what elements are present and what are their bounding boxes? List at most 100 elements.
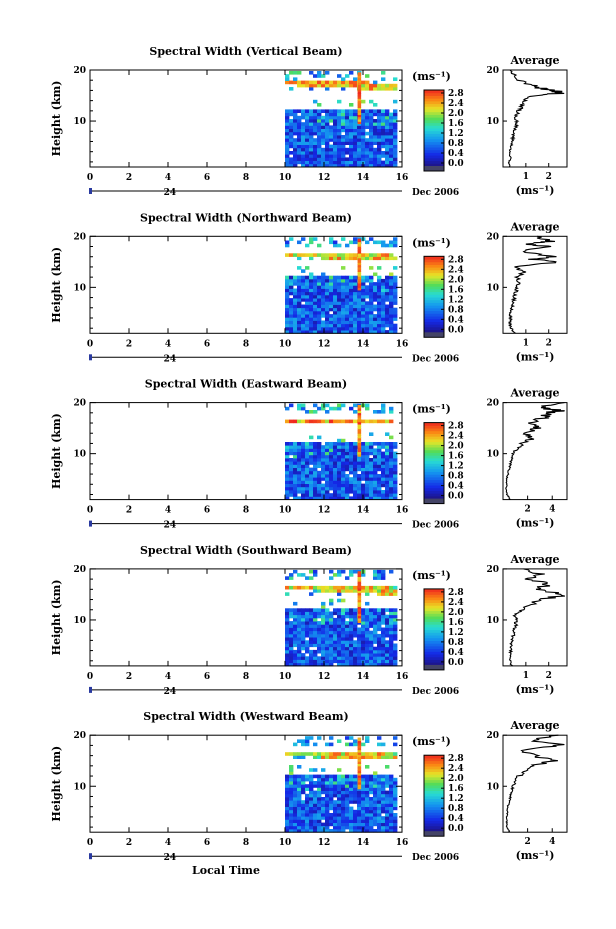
heatmap-cell xyxy=(297,477,302,481)
spike-cell xyxy=(357,113,362,118)
colorbar-tick-label: 2.0 xyxy=(448,442,464,452)
heatmap-cell xyxy=(289,819,294,823)
spike-cell xyxy=(357,416,362,420)
heatmap-cell xyxy=(325,154,330,158)
heatmap-cell xyxy=(317,624,322,628)
heatmap-cell xyxy=(377,653,382,657)
x-tick-label: 0 xyxy=(87,506,93,516)
heatmap-cell xyxy=(325,611,330,616)
heatmap-cell xyxy=(301,144,306,149)
heatmap-cell xyxy=(381,83,386,88)
heatmap-cell xyxy=(337,445,342,449)
heatmap-cell xyxy=(341,151,346,155)
heatmap-cell xyxy=(389,282,394,286)
heatmap-cell xyxy=(313,99,318,104)
heatmap-cell xyxy=(353,256,358,261)
heatmap-cell xyxy=(293,144,298,149)
heatmap-cell xyxy=(297,160,302,165)
heatmap-cell xyxy=(381,585,386,590)
heatmap-cell xyxy=(377,410,382,414)
heatmap-cell xyxy=(309,803,314,807)
heatmap-cell xyxy=(385,467,390,472)
colorbar-tick-label: 2.0 xyxy=(448,109,464,119)
heatmap-cell xyxy=(321,272,326,277)
heatmap-cell xyxy=(337,816,342,820)
heatmap-cell xyxy=(285,163,290,168)
heatmap-cell xyxy=(301,406,306,411)
heatmap-cell xyxy=(337,451,342,456)
heatmap-cell xyxy=(349,633,354,638)
heatmap-cell xyxy=(329,793,334,798)
heatmap-cell xyxy=(317,435,322,440)
heatmap-cell xyxy=(301,819,306,823)
colorbar-under-segment xyxy=(424,166,444,171)
heatmap-cell xyxy=(325,317,330,321)
heatmap-cell xyxy=(325,662,330,667)
heatmap-cell xyxy=(293,477,298,481)
heatmap-cell xyxy=(313,291,318,296)
heatmap-cell xyxy=(317,608,322,612)
heatmap-cell xyxy=(289,135,294,139)
heatmap-cell xyxy=(337,608,342,612)
heatmap-cell xyxy=(381,656,386,660)
heatmap-cell xyxy=(329,115,334,120)
heatmap-cell xyxy=(309,640,314,644)
heatmap-cell xyxy=(385,448,390,452)
heatmap-cell xyxy=(317,291,322,296)
colorbar-segment xyxy=(424,111,444,115)
heatmap-cell xyxy=(333,755,338,759)
heatmap-cell xyxy=(349,109,354,113)
heatmap-cell xyxy=(293,585,298,590)
heatmap-cell xyxy=(361,83,366,88)
heatmap-cell xyxy=(345,755,350,759)
heatmap-cell xyxy=(393,470,398,475)
heatmap-cell xyxy=(393,464,398,468)
heatmap-cell xyxy=(389,240,394,245)
heatmap-cell xyxy=(333,122,338,126)
heatmap-cell xyxy=(341,825,346,830)
heatmap-cell xyxy=(393,483,398,488)
heatmap-cell xyxy=(341,314,346,318)
spike-cell xyxy=(357,263,362,268)
spike-cell xyxy=(357,778,362,783)
spike-cell xyxy=(357,619,362,624)
heatmap-cell xyxy=(341,477,346,481)
heatmap-cell xyxy=(385,774,390,779)
heatmap-cell xyxy=(313,310,318,315)
heatmap-cell xyxy=(373,317,378,321)
spike-cell xyxy=(357,116,362,120)
heatmap-cell xyxy=(313,768,318,772)
heatmap-cell xyxy=(333,627,338,632)
heatmap-cell xyxy=(393,800,398,804)
heatmap-cell xyxy=(373,272,378,277)
heatmap-cell xyxy=(361,797,366,801)
colorbar-tick-label: 2.4 xyxy=(448,764,464,774)
heatmap-cell xyxy=(285,131,290,136)
heatmap-cell xyxy=(313,490,318,494)
colorbar-segment xyxy=(424,594,444,598)
heatmap-cell xyxy=(341,490,346,494)
heatmap-cell xyxy=(357,809,362,814)
heatmap-cell xyxy=(361,816,366,820)
heatmap-cell xyxy=(369,87,374,91)
heatmap-cell xyxy=(337,163,342,168)
heatmap-cell xyxy=(337,809,342,814)
heatmap-cell xyxy=(305,736,310,740)
colorbar-segment xyxy=(424,493,444,497)
heatmap-cell xyxy=(341,467,346,472)
heatmap-cell xyxy=(285,656,290,660)
heatmap-cell xyxy=(305,752,310,756)
heatmap-cell xyxy=(377,253,382,257)
colorbar-segment xyxy=(424,787,444,791)
heatmap-cell xyxy=(369,154,374,158)
heatmap-cell xyxy=(345,314,350,318)
heatmap-cell xyxy=(337,298,342,302)
heatmap-cell xyxy=(357,157,362,161)
heatmap-cell xyxy=(309,800,314,804)
heatmap-cell xyxy=(289,125,294,129)
colorbar-unit-label: (ms⁻¹) xyxy=(412,569,451,582)
heatmap-cell xyxy=(389,131,394,136)
heatmap-cell xyxy=(285,406,290,411)
colorbar-segment xyxy=(424,490,444,494)
